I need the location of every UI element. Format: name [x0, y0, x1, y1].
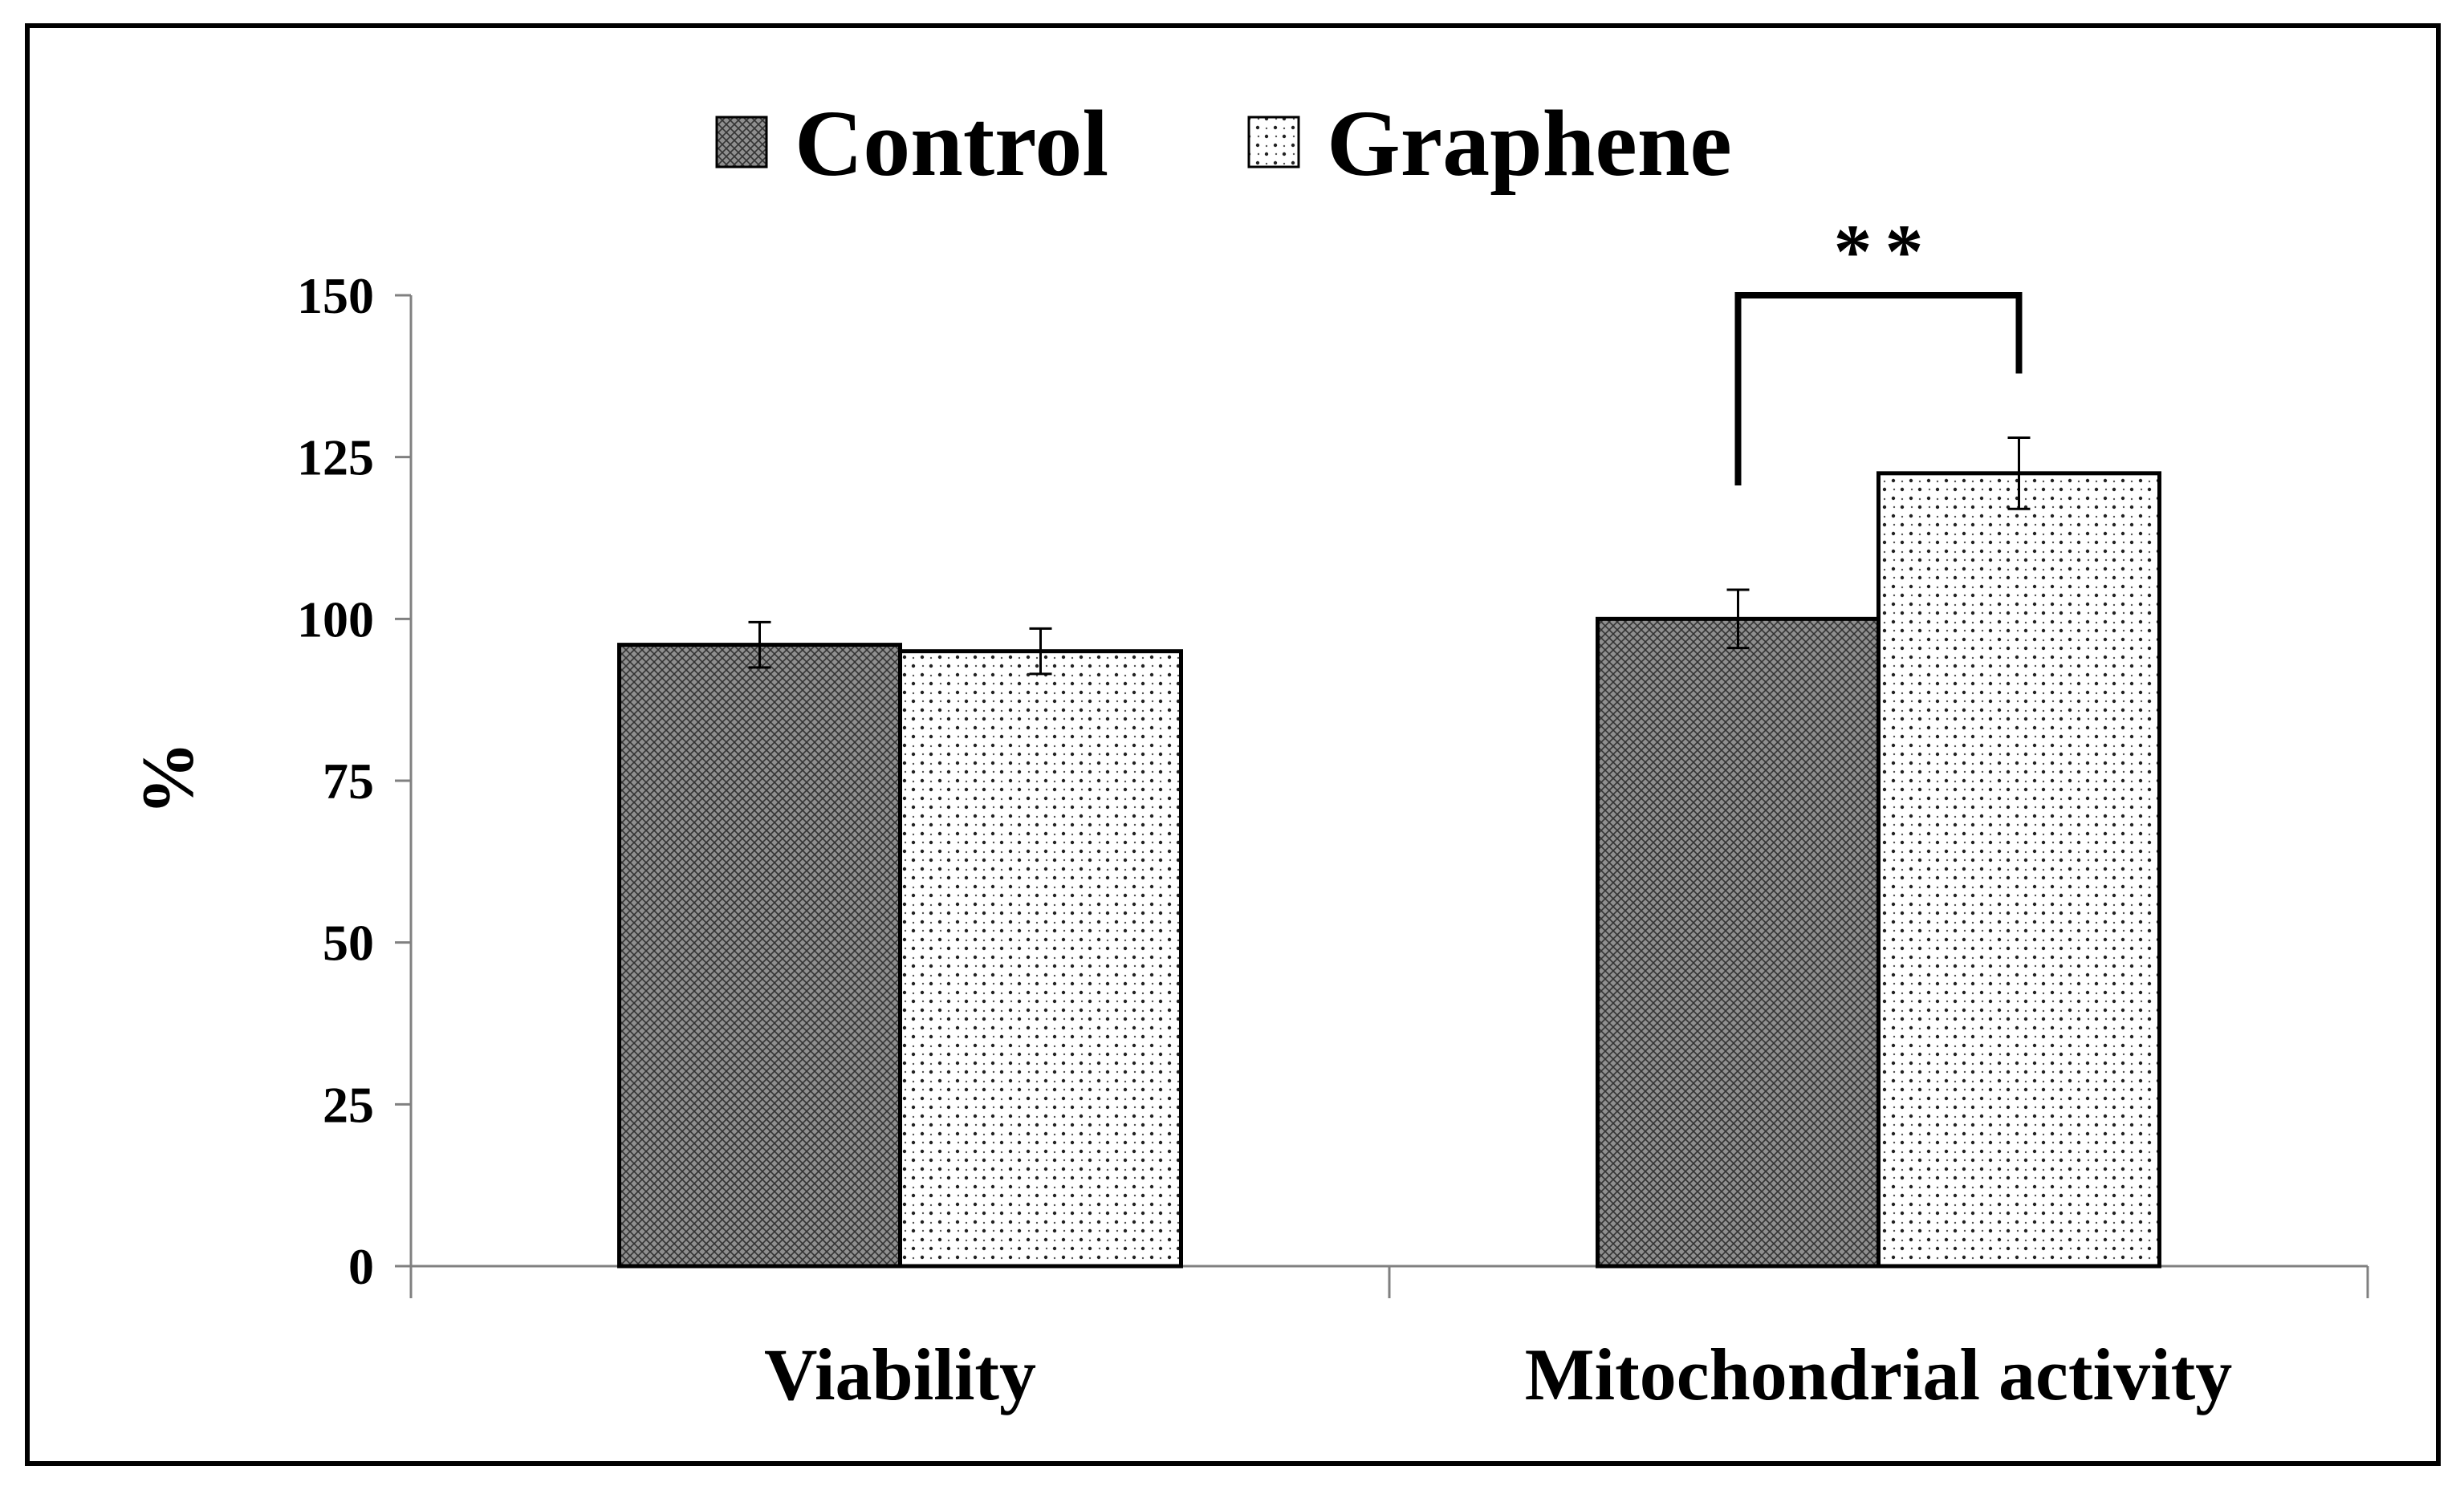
error-bars: [748, 436, 2031, 676]
legend-label-control: Control: [795, 91, 1108, 196]
y-axis-ticks: 0 25 50 75 100 125 150: [297, 267, 411, 1295]
y-tick-label: 0: [348, 1238, 374, 1295]
legend-swatch-graphene: [1247, 116, 1300, 168]
category-label: Mitochondrial activity: [1525, 1334, 2233, 1415]
error-bar: [748, 620, 771, 669]
bar-control-mitochondrial-activity: [1596, 616, 1881, 1269]
significance-annotation: **: [1734, 209, 2023, 486]
legend-swatch-control: [715, 116, 768, 168]
y-tick-label: 50: [323, 915, 374, 972]
error-bar: [1726, 588, 1750, 650]
x-axis-ticks: [409, 1266, 2369, 1298]
y-tick-label: 150: [297, 267, 374, 324]
bar-control-viability: [617, 643, 902, 1269]
category-label: Viability: [764, 1334, 1036, 1415]
bar-graphene-mitochondrial-activity: [1876, 471, 2161, 1269]
y-axis-label: %: [127, 741, 209, 815]
error-bar: [2007, 436, 2031, 510]
significance-bracket: [1734, 292, 2023, 486]
category-labels: Viability Mitochondrial activity: [764, 1334, 2232, 1415]
legend-label-graphene: Graphene: [1327, 91, 1732, 196]
y-tick-label: 100: [297, 591, 374, 648]
y-tick-label: 75: [323, 753, 374, 810]
bar-graphene-viability: [898, 649, 1183, 1269]
y-tick-label: 125: [297, 429, 374, 486]
error-bar: [1029, 627, 1052, 676]
significance-stars: **: [1834, 209, 1937, 294]
legend: Control Graphene: [715, 91, 1732, 196]
y-tick-label: 25: [323, 1076, 374, 1133]
